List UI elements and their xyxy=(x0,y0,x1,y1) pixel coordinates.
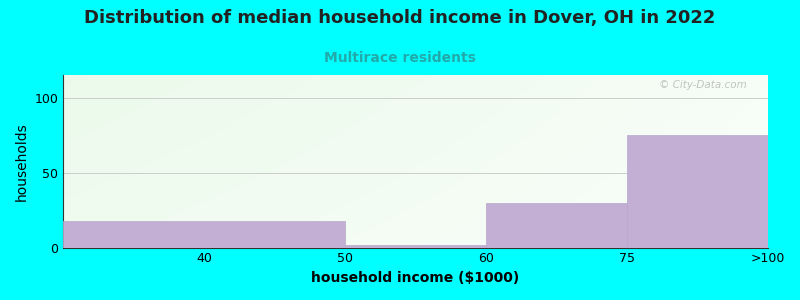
Text: © City-Data.com: © City-Data.com xyxy=(659,80,746,90)
Bar xyxy=(345,244,486,247)
Y-axis label: households: households xyxy=(15,122,29,201)
Bar xyxy=(63,220,345,248)
X-axis label: household income ($1000): household income ($1000) xyxy=(311,271,520,285)
Text: Distribution of median household income in Dover, OH in 2022: Distribution of median household income … xyxy=(84,9,716,27)
Text: Multirace residents: Multirace residents xyxy=(324,51,476,65)
Bar xyxy=(486,202,627,247)
Bar xyxy=(627,135,768,248)
